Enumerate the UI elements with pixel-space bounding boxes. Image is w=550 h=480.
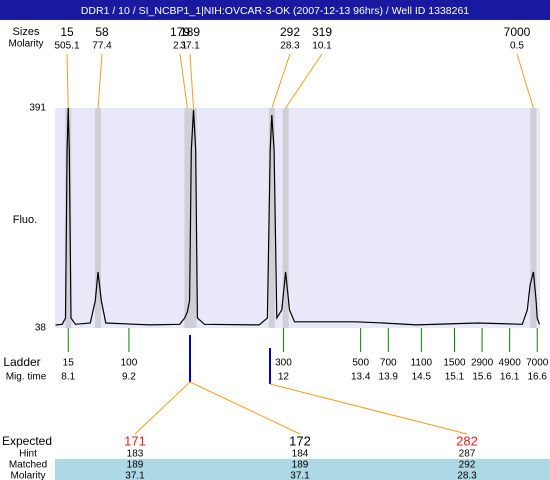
ladder-size: 700 bbox=[380, 358, 397, 369]
ladder-size: 1500 bbox=[443, 358, 466, 369]
peak-size: 58 bbox=[95, 25, 109, 39]
y-axis-label: Fluo. bbox=[13, 214, 37, 226]
mig-time: 14.5 bbox=[412, 372, 432, 383]
peak-connector bbox=[285, 53, 323, 109]
peak-connector bbox=[97, 53, 103, 109]
table-cell: 287 bbox=[459, 449, 476, 460]
matched-band bbox=[55, 459, 550, 480]
mig-time: 15.6 bbox=[472, 372, 492, 383]
peak-band bbox=[530, 108, 537, 328]
y-tick-label: 391 bbox=[29, 103, 46, 114]
table-cell: 172 bbox=[289, 433, 311, 448]
peak-molarity: 10.1 bbox=[312, 41, 332, 52]
mig-time: 12 bbox=[278, 372, 290, 383]
peak-band bbox=[190, 108, 197, 328]
peak-molarity: 28.3 bbox=[280, 41, 300, 52]
ladder-size: 300 bbox=[275, 358, 292, 369]
mig-time: 9.2 bbox=[122, 372, 136, 383]
peak-molarity: 77.4 bbox=[92, 41, 112, 52]
plot-area bbox=[55, 108, 540, 328]
peak-connector bbox=[179, 53, 188, 109]
peak-connector bbox=[516, 53, 534, 109]
ladder-size: 500 bbox=[352, 358, 369, 369]
peak-molarity: 37.1 bbox=[180, 41, 200, 52]
peak-size: 189 bbox=[180, 25, 200, 39]
y-tick-label: 38 bbox=[35, 323, 47, 334]
peak-connector bbox=[189, 53, 194, 109]
connector bbox=[269, 383, 468, 435]
table-cell: 183 bbox=[127, 449, 144, 460]
table-cell: 171 bbox=[124, 433, 146, 448]
mig-time: 13.4 bbox=[351, 372, 371, 383]
peak-band bbox=[184, 108, 191, 328]
peak-band bbox=[95, 108, 102, 328]
row-label: Hint bbox=[19, 449, 37, 460]
peak-size: 319 bbox=[312, 25, 332, 39]
peak-size: 292 bbox=[280, 25, 300, 39]
row-label: Mig. time bbox=[6, 372, 47, 383]
ladder-size: 2900 bbox=[471, 358, 494, 369]
trace bbox=[55, 107, 540, 326]
table-cell: 184 bbox=[292, 449, 309, 460]
mig-time: 13.9 bbox=[379, 372, 399, 383]
row-label: Matched bbox=[9, 460, 47, 471]
table-cell: 282 bbox=[456, 433, 478, 448]
mig-time: 16.6 bbox=[528, 372, 548, 383]
peak-band bbox=[65, 108, 72, 328]
table-cell: 189 bbox=[292, 460, 309, 471]
row-label: Expected bbox=[2, 434, 52, 448]
connector bbox=[189, 381, 301, 435]
mig-time: 8.1 bbox=[61, 372, 75, 383]
mig-time: 15.1 bbox=[445, 372, 465, 383]
peak-connector bbox=[66, 53, 69, 109]
peak-connector bbox=[271, 53, 291, 109]
table-cell: 28.3 bbox=[457, 471, 477, 480]
row-label: Molarity bbox=[10, 471, 45, 480]
peak-molarity: 2.1 bbox=[173, 41, 187, 52]
row-label: Molarity bbox=[8, 39, 43, 50]
ladder-size: 15 bbox=[63, 358, 75, 369]
table-cell: 189 bbox=[127, 460, 144, 471]
table-cell: 37.1 bbox=[125, 471, 145, 480]
connector bbox=[134, 381, 191, 435]
peak-band bbox=[268, 108, 275, 328]
peak-molarity: 0.5 bbox=[510, 41, 524, 52]
ladder-size: 100 bbox=[121, 358, 138, 369]
ladder-size: 4900 bbox=[499, 358, 522, 369]
peak-molarity: 505.1 bbox=[54, 41, 79, 52]
ladder-size: 1100 bbox=[411, 358, 433, 369]
peak-size: 7000 bbox=[504, 25, 531, 39]
table-cell: 292 bbox=[459, 460, 476, 471]
mig-time: 16.1 bbox=[500, 372, 520, 383]
title: DDR1 / 10 / SI_NCBP1_1|NIH:OVCAR-3-OK (2… bbox=[81, 5, 469, 17]
table-cell: 37.1 bbox=[290, 471, 310, 480]
peak-band bbox=[282, 108, 289, 328]
ladder-size: 7000 bbox=[526, 358, 549, 369]
peak-size: 179 bbox=[170, 25, 190, 39]
peak-size: 15 bbox=[60, 25, 74, 39]
row-label: Ladder bbox=[3, 355, 40, 369]
row-label: Sizes bbox=[13, 26, 40, 38]
title-bar bbox=[0, 0, 550, 20]
